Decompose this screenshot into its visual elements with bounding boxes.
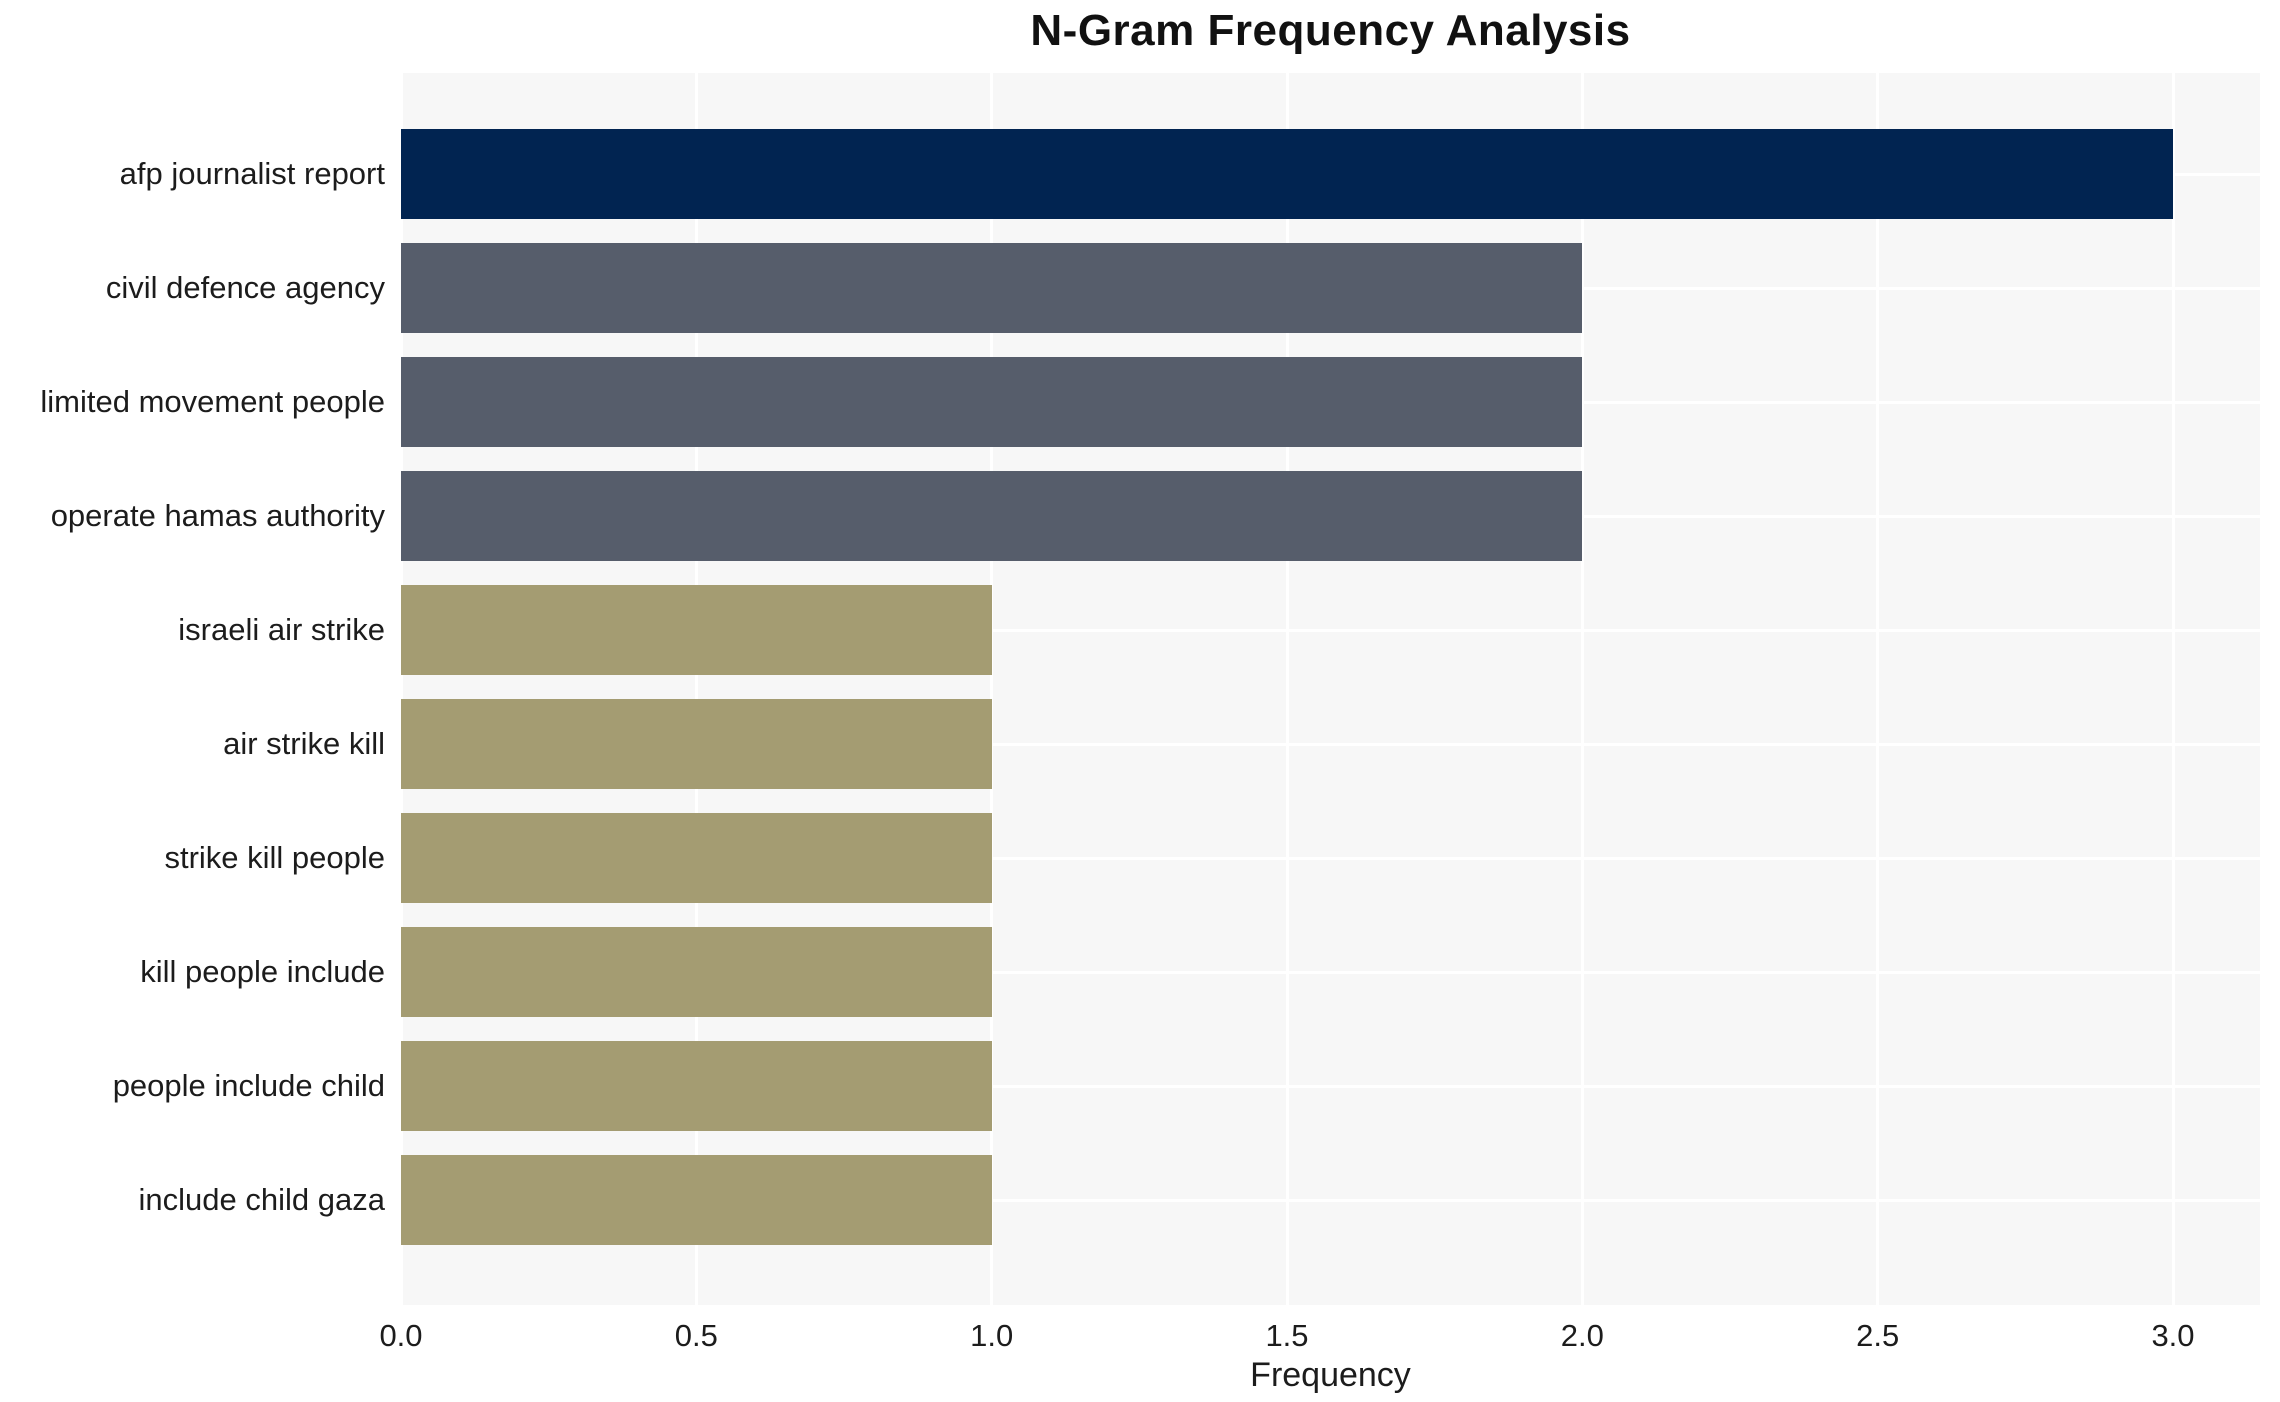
bar (401, 357, 1583, 447)
y-tick-label: strike kill people (164, 840, 385, 875)
y-gridline (401, 856, 2260, 860)
y-tick-label: limited movement people (40, 384, 385, 419)
plot-area (399, 73, 2260, 1305)
x-tick-label: 3.0 (2151, 1318, 2195, 1353)
bar (401, 813, 992, 903)
y-gridline (401, 970, 2260, 974)
bar (401, 129, 2173, 219)
y-tick-label: operate hamas authority (50, 498, 385, 533)
x-tick-label: 2.5 (1856, 1318, 1900, 1353)
x-tick-label: 1.5 (1265, 1318, 1309, 1353)
y-tick-label: afp journalist report (119, 156, 385, 191)
bar (401, 699, 992, 789)
y-gridline (401, 1084, 2260, 1088)
y-tick-label: include child gaza (138, 1182, 385, 1217)
x-axis-label: Frequency (1250, 1356, 1411, 1394)
x-gridline (1876, 73, 1880, 1305)
x-tick-label: 1.0 (970, 1318, 1014, 1353)
x-gridline (1285, 73, 1289, 1305)
bar (401, 243, 1583, 333)
y-gridline (401, 742, 2260, 746)
y-tick-label: kill people include (140, 954, 385, 989)
x-gridline (990, 73, 994, 1305)
bar (401, 471, 1583, 561)
chart-title: N-Gram Frequency Analysis (1030, 6, 1631, 55)
x-gridline (399, 73, 403, 1305)
x-tick-label: 0.0 (379, 1318, 423, 1353)
y-tick-label: civil defence agency (105, 270, 385, 305)
x-gridline (694, 73, 698, 1305)
y-gridline (401, 628, 2260, 632)
y-tick-label: people include child (112, 1068, 385, 1103)
y-tick-label: air strike kill (223, 726, 385, 761)
y-tick-label: israeli air strike (178, 612, 385, 647)
bar (401, 927, 992, 1017)
x-tick-label: 2.0 (1560, 1318, 1604, 1353)
x-gridline (1580, 73, 1584, 1305)
bar (401, 1155, 992, 1245)
bar (401, 1041, 992, 1131)
bar (401, 585, 992, 675)
y-gridline (401, 1198, 2260, 1202)
x-tick-label: 0.5 (674, 1318, 718, 1353)
x-gridline (2171, 73, 2175, 1305)
